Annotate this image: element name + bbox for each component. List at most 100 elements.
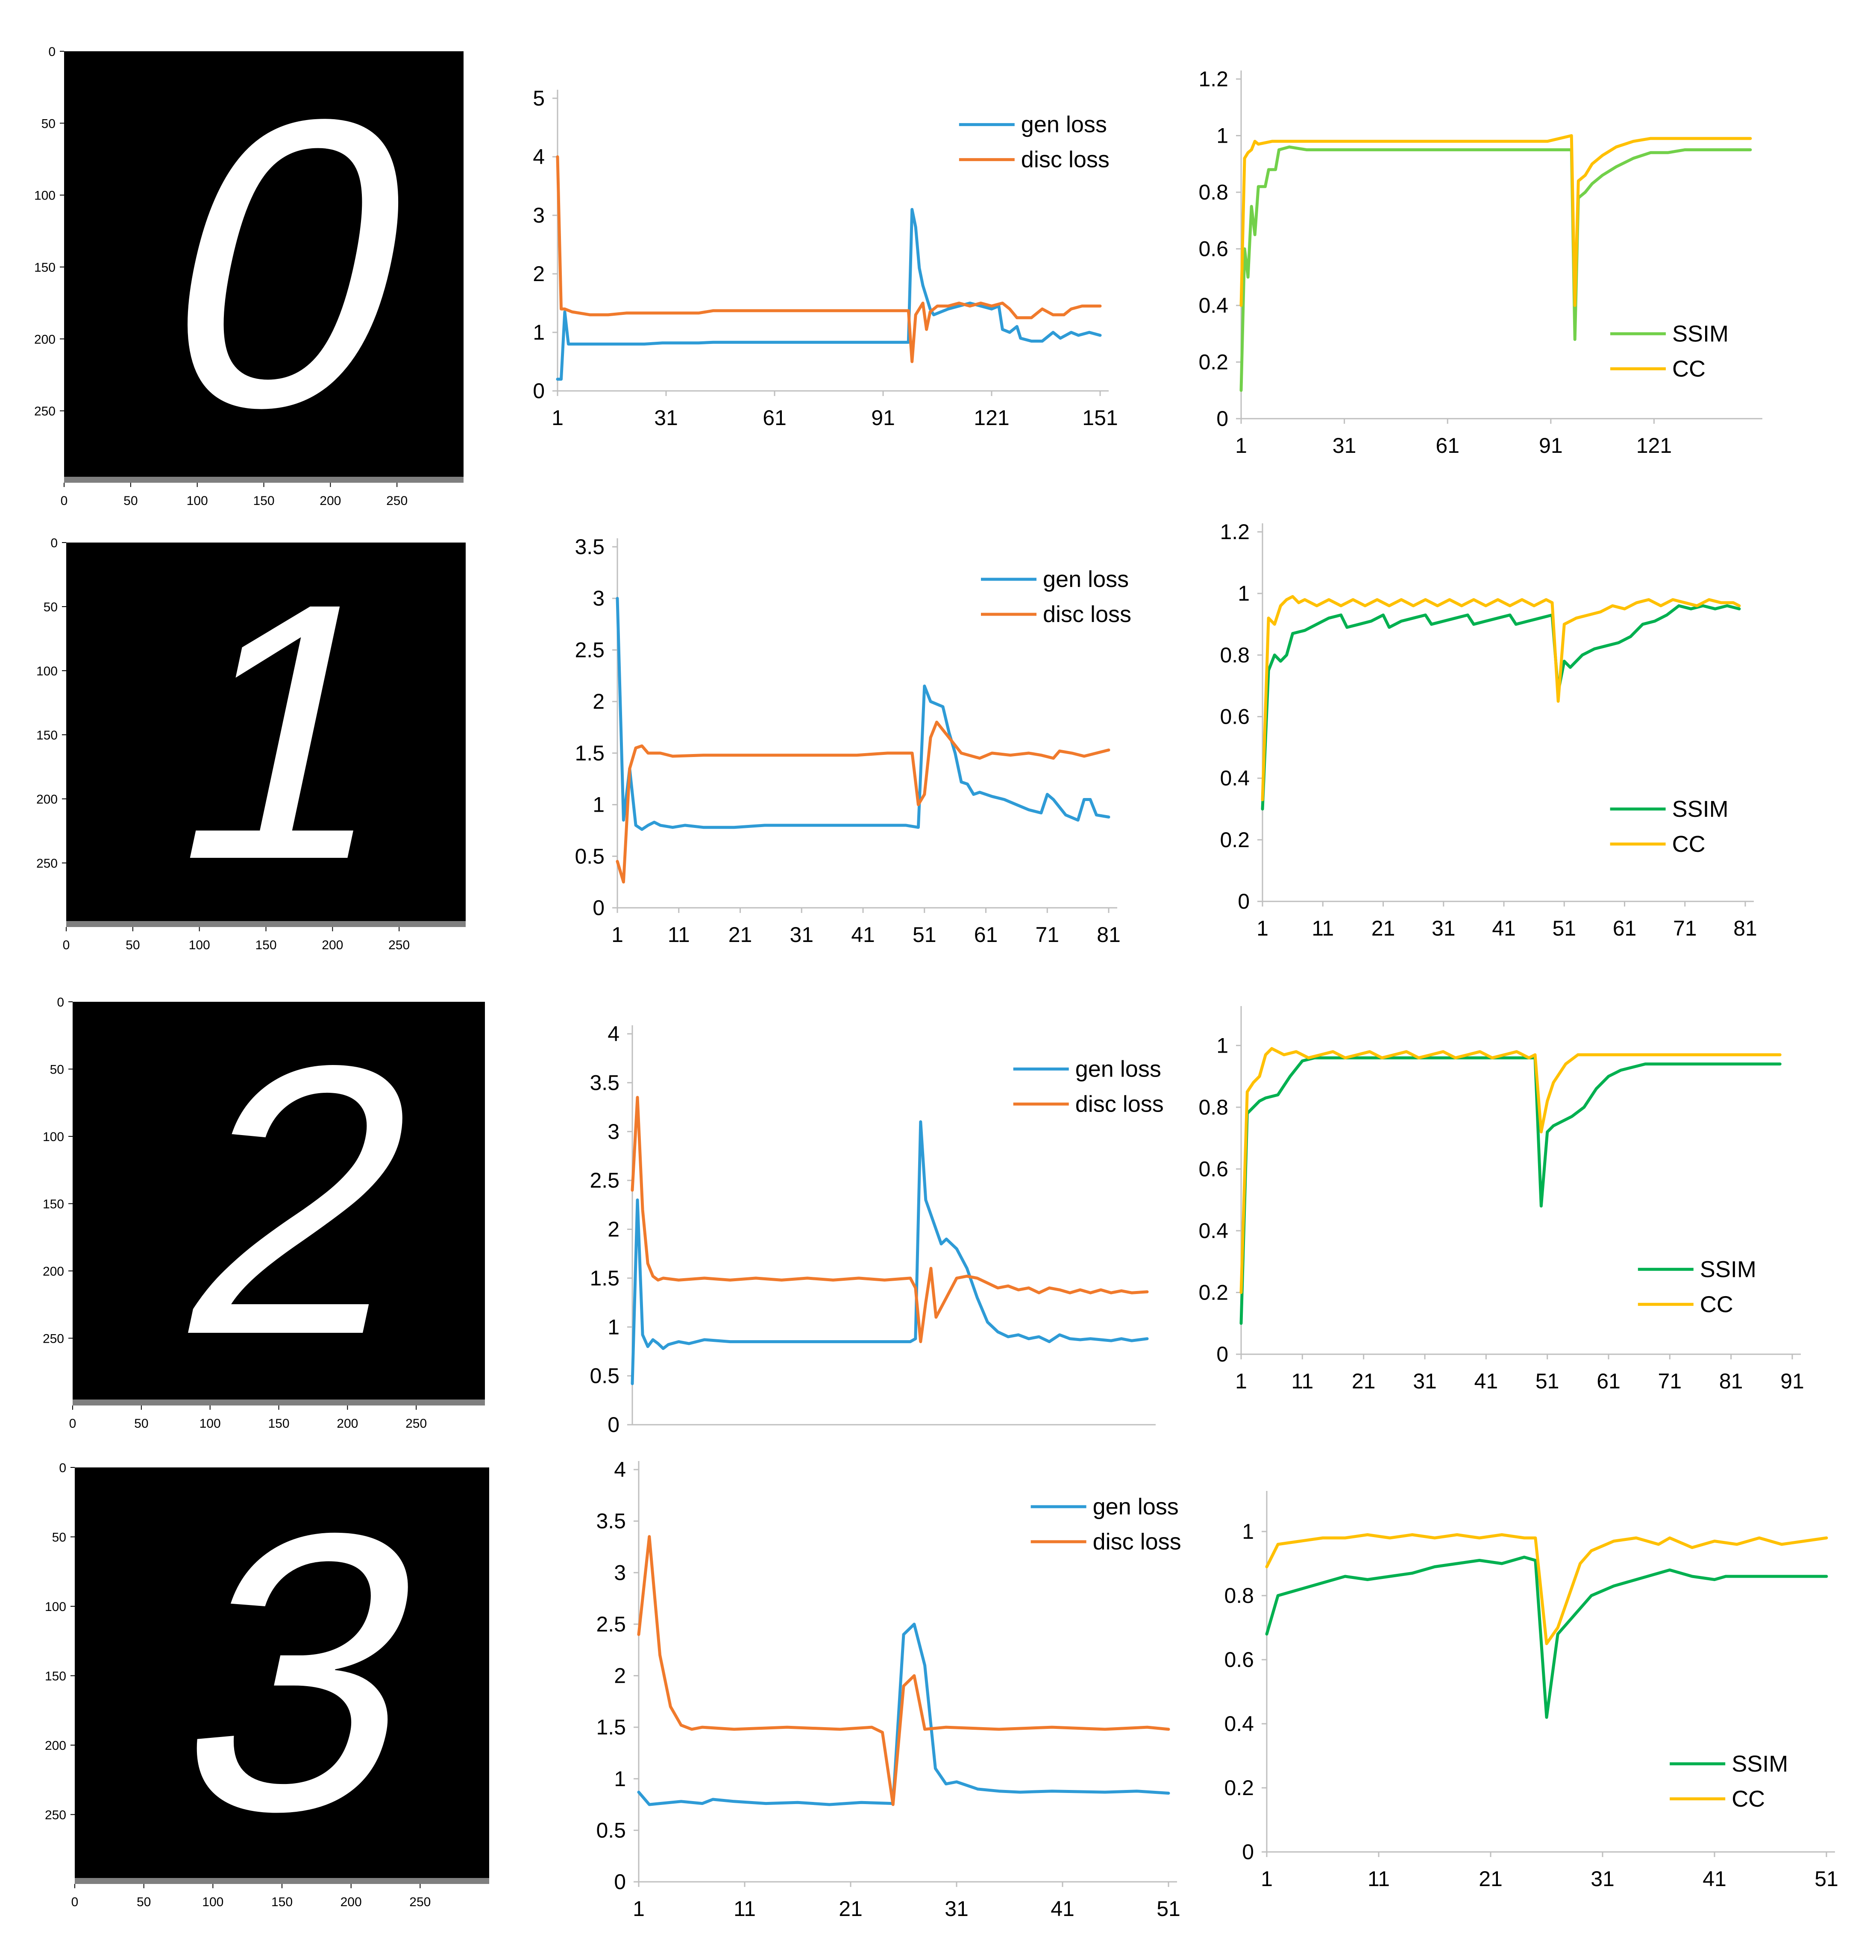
y-tick-label: 0.8 <box>1198 1095 1228 1119</box>
y-tick-label: 100 <box>43 1130 64 1144</box>
y-tick-label: 0 <box>57 995 64 1009</box>
y-tick-label: 1 <box>614 1767 626 1791</box>
y-tick-label: 0 <box>1216 1342 1228 1366</box>
x-tick-label: 71 <box>1035 923 1059 947</box>
series-line-cc <box>1239 1047 1782 1294</box>
legend: gen loss disc loss <box>981 566 1131 627</box>
x-tick-label: 91 <box>1539 434 1563 458</box>
x-tick-label: 0 <box>71 1895 79 1909</box>
x-tick-label: 11 <box>1291 1369 1313 1393</box>
y-tick-label: 50 <box>50 1063 64 1077</box>
x-tick-label: 51 <box>1157 1897 1180 1921</box>
x-tick-label: 0 <box>63 938 70 952</box>
x-tick-label: 61 <box>763 406 787 430</box>
y-tick-label: 200 <box>43 1265 64 1279</box>
y-tick-label: 0 <box>48 45 56 59</box>
legend-label: CC <box>1700 1291 1733 1317</box>
x-tick-label: 150 <box>255 938 276 952</box>
y-tick-label: 0.4 <box>1198 1219 1228 1243</box>
x-tick-label: 200 <box>320 494 341 508</box>
series-line-ssim <box>1261 604 1741 811</box>
image-background <box>75 1467 489 1884</box>
legend: gen loss disc loss <box>1013 1056 1164 1117</box>
y-tick-label: 0.8 <box>1220 643 1250 667</box>
y-tick-label: 0.2 <box>1224 1776 1254 1800</box>
y-tick-label: 150 <box>36 728 58 742</box>
y-tick-label: 1 <box>533 320 545 344</box>
y-tick-label: 0.8 <box>1198 180 1228 204</box>
x-tick-label: 50 <box>126 938 140 952</box>
legend-label: gen loss <box>1021 112 1107 138</box>
y-tick-label: 0.5 <box>590 1364 619 1388</box>
y-tick-label: 4 <box>614 1458 626 1482</box>
y-tick-label: 1 <box>608 1315 619 1339</box>
y-tick-label: 0 <box>59 1461 66 1475</box>
legend-label: disc loss <box>1021 147 1110 173</box>
x-tick-label: 41 <box>1703 1867 1726 1891</box>
y-tick-label: 150 <box>45 1670 66 1684</box>
y-tick-label: 0 <box>1242 1840 1254 1864</box>
legend-label: gen loss <box>1043 566 1129 592</box>
x-tick-label: 81 <box>1719 1369 1743 1393</box>
y-tick-label: 150 <box>34 261 56 275</box>
y-tick-label: 1.5 <box>590 1266 619 1290</box>
x-tick-label: 1 <box>633 1897 645 1921</box>
y-tick-label: 3.5 <box>590 1071 619 1094</box>
x-tick-label: 51 <box>1814 1867 1838 1891</box>
legend-label: disc loss <box>1093 1529 1181 1555</box>
legend-label: SSIM <box>1700 1256 1756 1282</box>
series-line-cc <box>1261 595 1741 801</box>
x-tick-label: 250 <box>386 494 408 508</box>
y-tick-label: 50 <box>44 600 58 614</box>
legend-label: CC <box>1672 831 1706 857</box>
series-line-gen-loss <box>631 1120 1149 1385</box>
x-tick-label: 41 <box>1492 916 1516 940</box>
x-tick-label: 71 <box>1658 1369 1682 1393</box>
loss-chart-7: 0 0.5 1 1.5 2 2.5 3 3.5 4 gen loss disc loss <box>590 1022 1163 1437</box>
y-tick-label: 1 <box>1238 581 1250 605</box>
x-tick-label: 21 <box>839 1897 863 1921</box>
image-background <box>73 1002 485 1405</box>
series-line-cc <box>1239 134 1752 307</box>
legend: gen loss disc loss <box>1030 1494 1181 1555</box>
y-tick-label: 0.4 <box>1198 293 1228 317</box>
x-tick-label: 100 <box>202 1895 223 1909</box>
x-tick-label: 121 <box>974 406 1009 430</box>
y-tick-label: 2 <box>533 262 545 286</box>
y-tick-label: 1.5 <box>575 741 605 765</box>
x-tick-label: 100 <box>187 494 208 508</box>
series-line-ssim <box>1239 145 1752 392</box>
y-tick-label: 200 <box>45 1739 66 1753</box>
x-tick-label: 81 <box>1097 923 1121 947</box>
x-tick-label: 50 <box>123 494 138 508</box>
y-tick-label: 0 <box>593 896 605 920</box>
series-line-ssim <box>1239 1056 1782 1325</box>
y-tick-label: 4 <box>608 1022 619 1046</box>
y-tick-label: 200 <box>34 332 56 346</box>
y-tick-label: 3 <box>533 203 545 227</box>
x-tick-label: 0 <box>69 1417 76 1431</box>
legend-label: SSIM <box>1672 796 1729 822</box>
legend-label: CC <box>1732 1786 1765 1812</box>
x-tick-label: 41 <box>1474 1369 1498 1393</box>
x-tick-label: 51 <box>1535 1369 1559 1393</box>
y-tick-label: 3 <box>593 587 605 610</box>
x-tick-label: 71 <box>1673 916 1697 940</box>
legend: SSIM CC <box>1610 796 1729 857</box>
x-tick-label: 1 <box>1235 434 1247 458</box>
y-tick-label: 3 <box>608 1120 619 1144</box>
x-tick-label: 51 <box>913 923 937 947</box>
y-tick-label: 3 <box>614 1561 626 1584</box>
y-tick-label: 100 <box>34 189 56 203</box>
x-tick-label: 200 <box>341 1895 362 1909</box>
x-tick-label: 100 <box>200 1417 221 1431</box>
y-tick-label: 0.6 <box>1198 237 1228 261</box>
y-tick-label: 200 <box>36 792 58 807</box>
x-tick-label: 11 <box>1368 1867 1390 1891</box>
x-tick-label: 61 <box>1436 434 1459 458</box>
x-tick-label: 41 <box>1051 1897 1075 1921</box>
